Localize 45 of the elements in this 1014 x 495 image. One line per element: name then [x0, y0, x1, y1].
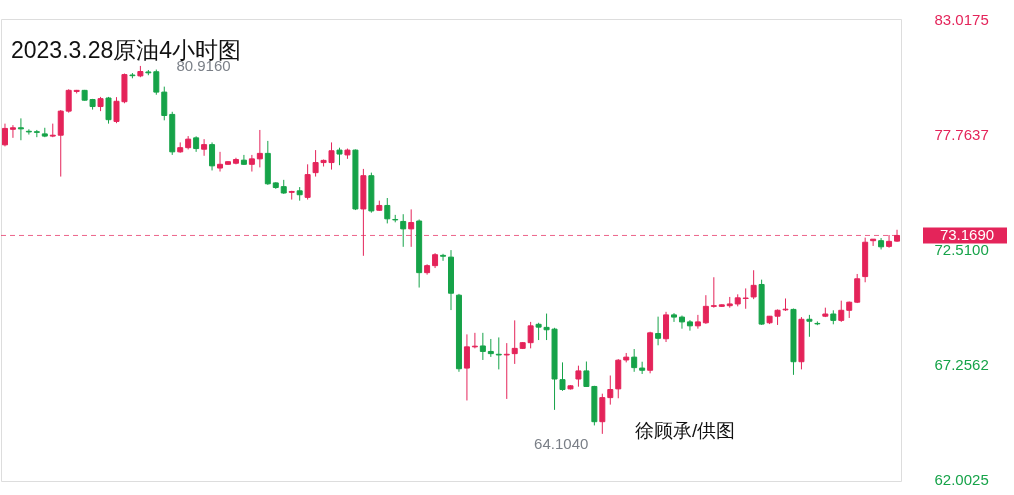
candlestick	[503, 342, 510, 400]
candlestick	[726, 296, 733, 309]
candlestick	[639, 361, 646, 375]
candlestick	[822, 307, 829, 318]
candlestick	[758, 279, 765, 326]
candlestick	[49, 123, 56, 138]
candlestick	[145, 69, 152, 76]
candlestick	[567, 384, 574, 391]
candlestick	[798, 316, 805, 370]
candlestick	[97, 96, 104, 112]
candlestick	[742, 287, 749, 310]
candlestick	[137, 65, 144, 78]
candlestick	[368, 172, 375, 214]
candlestick	[272, 181, 279, 190]
candlestick	[734, 293, 741, 307]
candlestick	[17, 117, 24, 141]
candlestick	[288, 190, 295, 201]
y-tick-label: 62.0025	[934, 471, 989, 489]
candlestick	[344, 148, 351, 160]
annotation: 徐顾承/供图	[635, 420, 736, 441]
y-tick-label: 72.5100	[934, 241, 989, 259]
candlestick	[105, 96, 112, 125]
candlestick	[814, 320, 821, 326]
y-tick-label: 77.7637	[934, 126, 989, 144]
y-tick-label: 83.0175	[934, 11, 989, 29]
candlestick	[495, 336, 502, 370]
candlestick	[806, 314, 813, 338]
candlestick	[392, 214, 399, 223]
candlestick	[33, 129, 40, 138]
candlestick	[280, 179, 287, 195]
candlestick	[575, 365, 582, 388]
candlestick	[336, 147, 343, 166]
candlestick	[718, 303, 725, 308]
candlestick	[304, 163, 311, 201]
candlestick	[830, 309, 837, 325]
candlestick	[623, 352, 630, 363]
candlestick	[400, 213, 407, 248]
y-tick-label: 67.2562	[934, 356, 989, 374]
annotation: 64.1040	[534, 434, 589, 452]
candlestick	[352, 148, 359, 211]
ref-line-label: 73.1690	[939, 226, 995, 244]
candlestick	[41, 127, 48, 138]
candlestick	[710, 276, 717, 309]
candlestick	[129, 72, 136, 79]
candlestick	[790, 308, 797, 376]
